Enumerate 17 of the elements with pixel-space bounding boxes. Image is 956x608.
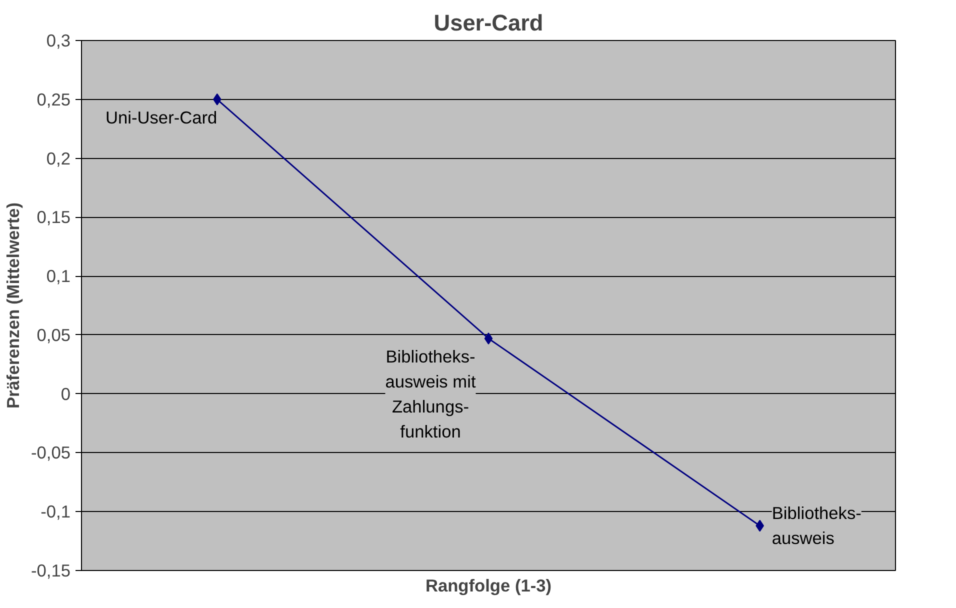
y-tick-label: 0,1	[46, 266, 71, 286]
annotation: Bibliotheks- ausweis	[772, 503, 862, 548]
y-tick-label: -0,05	[31, 442, 71, 463]
y-tick-label: 0	[60, 384, 71, 404]
y-tick-label: 0,05	[36, 324, 71, 345]
annotation: Bibliotheks- ausweis mit Zahlungs- funktion	[385, 346, 476, 442]
y-tick-label: 0,25	[36, 89, 71, 110]
y-tick-label: -0,1	[40, 502, 70, 522]
y-tick-label: 0,3	[46, 30, 71, 50]
y-axis-title: Präferenzen (Mittelwerte)	[3, 202, 24, 409]
y-tick-label: 0,15	[36, 207, 71, 228]
annotation: Uni-User-Card	[105, 107, 218, 128]
y-tick-label: -0,15	[31, 560, 71, 580]
y-tick-label: 0,2	[46, 148, 71, 168]
chart-title: User-Card	[434, 10, 544, 36]
x-axis-title: Rangfolge (1-3)	[425, 576, 552, 596]
point	[484, 332, 493, 344]
